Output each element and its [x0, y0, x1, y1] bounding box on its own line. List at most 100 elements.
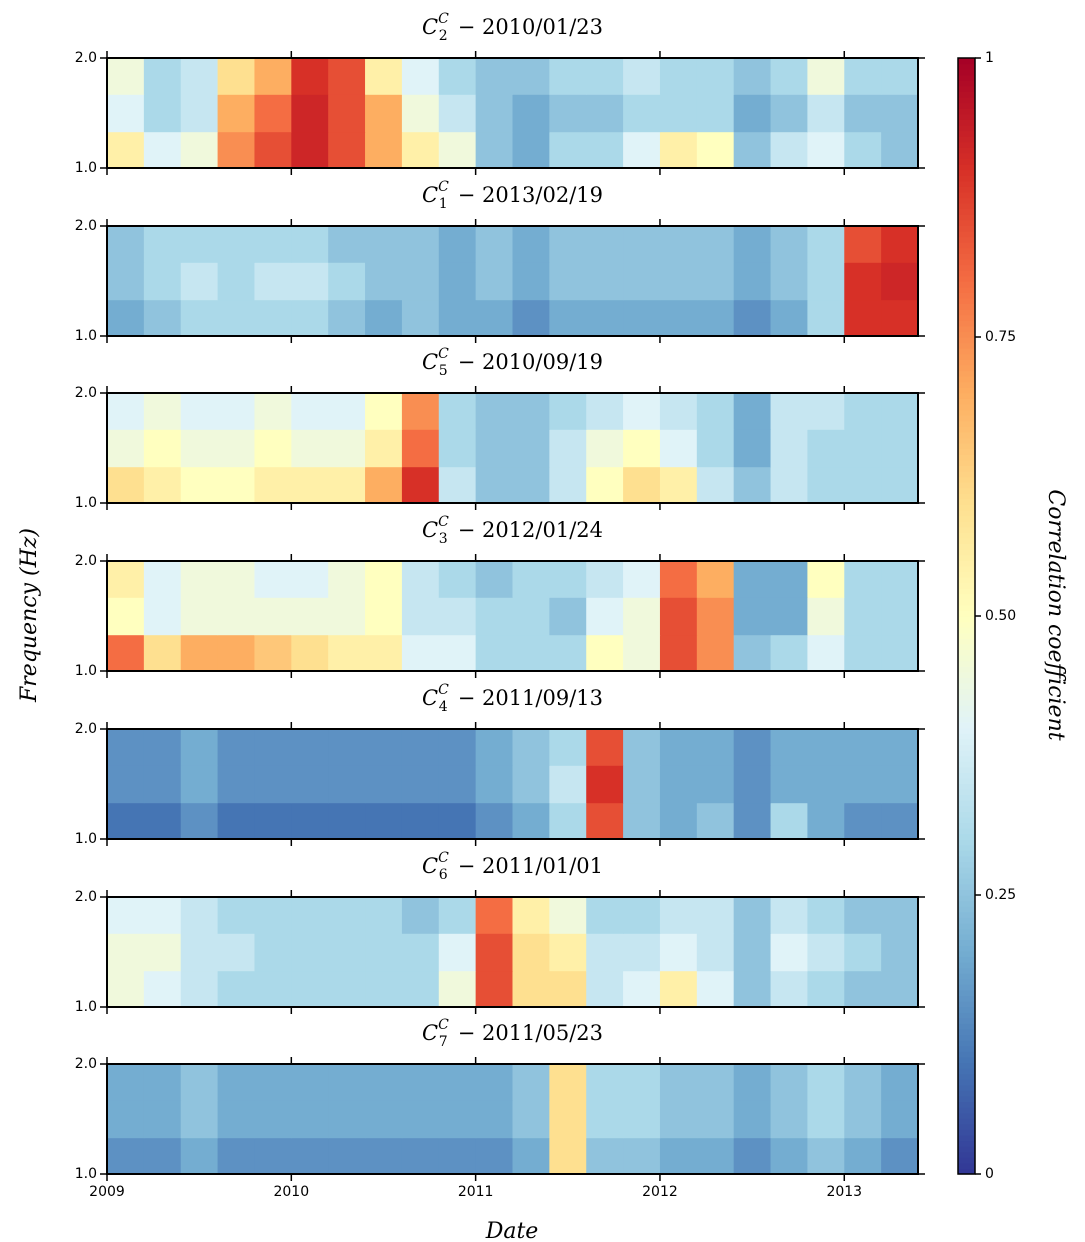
heatmap-cell [770, 466, 808, 504]
heatmap-cell [438, 58, 477, 95]
heatmap-cell [659, 729, 698, 766]
colorbar-swatch [958, 616, 975, 623]
colorbar-swatch [958, 649, 975, 656]
heatmap-cell [217, 970, 255, 1008]
heatmap-cell [180, 897, 219, 934]
heatmap-cell [696, 429, 735, 468]
heatmap-cell [807, 765, 845, 804]
heatmap-cell [844, 897, 882, 934]
heatmap-cell [217, 429, 255, 468]
heatmap-cell [807, 131, 845, 169]
title-text: − 2010/01/23 [458, 15, 603, 39]
heatmap-cell [401, 765, 440, 804]
heatmap-cell [180, 94, 219, 133]
heatmap-cell [770, 393, 808, 430]
colorbar-swatch [958, 733, 975, 740]
heatmap-cell [770, 131, 808, 169]
heatmap-cell [733, 802, 772, 840]
heatmap-cell [291, 1100, 329, 1139]
colorbar-swatch [958, 91, 975, 98]
heatmap-cell [401, 94, 440, 133]
heatmap-cell [549, 634, 587, 672]
heatmap-cell [696, 131, 735, 169]
heatmap-cell [586, 897, 624, 934]
heatmap-cell [881, 262, 919, 301]
heatmap-cell [623, 634, 661, 672]
colorbar-swatch [958, 370, 975, 377]
heatmap-cell [291, 466, 329, 504]
heatmap-cell [291, 897, 329, 934]
colorbar-swatch [958, 443, 975, 450]
colorbar-swatch [958, 794, 975, 801]
heatmap-cell [549, 131, 587, 169]
colorbar-swatch [958, 364, 975, 372]
heatmap-cell [659, 226, 698, 263]
colorbar-swatch [958, 599, 975, 606]
heatmap-cell [438, 94, 477, 133]
heatmap-cell [217, 131, 255, 169]
heatmap-cell [143, 729, 182, 766]
heatmap-cell [733, 262, 772, 301]
heatmap-cell [512, 429, 550, 468]
heatmap-cell [881, 131, 919, 169]
heatmap-cell [807, 897, 845, 934]
heatmap-cell [365, 1100, 403, 1139]
heatmap-cell [844, 933, 882, 972]
heatmap-cell [844, 970, 882, 1008]
heatmap-cell [254, 58, 292, 95]
colorbar-swatch [958, 180, 975, 187]
heatmap-cell [623, 802, 661, 840]
heatmap-cell [549, 970, 587, 1008]
colorbar-swatch [958, 141, 975, 148]
heatmap-cell [770, 634, 808, 672]
colorbar-swatch [958, 872, 975, 879]
y-tick-label: 2.0 [75, 218, 97, 234]
heatmap-cell [107, 634, 145, 672]
heatmap-cell [807, 226, 845, 263]
colorbar-swatch [958, 136, 975, 143]
heatmap-cell [549, 466, 587, 504]
y-tick-label: 1.0 [75, 831, 97, 847]
heatmap-cell [807, 729, 845, 766]
heatmap-cell [328, 561, 366, 598]
heatmap-cell [623, 94, 661, 133]
colorbar-swatch [958, 147, 975, 154]
heatmap-cell [291, 970, 329, 1008]
colorbar-swatch [958, 878, 975, 885]
colorbar-swatch [958, 197, 975, 204]
heatmap-cell [623, 393, 661, 430]
plot-frame [106, 728, 919, 840]
heatmap-cell [328, 634, 366, 672]
heatmap-cell [180, 1064, 219, 1101]
plot-frame [106, 392, 919, 504]
heatmap-cell [881, 393, 919, 430]
heatmap-cell [328, 765, 366, 804]
heatmap-cell [438, 1137, 477, 1175]
heatmap-cell [733, 466, 772, 504]
heatmap-cell [438, 802, 477, 840]
panel-title: CC 2 − 2010/01/23 [422, 11, 603, 44]
heatmap-cell [659, 1100, 698, 1139]
colorbar-swatch [958, 398, 975, 405]
colorbar-swatch [958, 895, 975, 902]
colorbar-swatch [958, 677, 975, 684]
heatmap-cell [549, 933, 587, 972]
heatmap-cell [770, 802, 808, 840]
colorbar-swatch [958, 387, 975, 394]
heatmap-cell [438, 299, 477, 337]
heatmap-cell [475, 1064, 513, 1101]
heatmap-cell [180, 1137, 219, 1175]
y-tick-label: 1.0 [75, 495, 97, 511]
colorbar-swatch [958, 108, 975, 115]
colorbar-swatch [958, 348, 975, 355]
heatmap-cell [623, 765, 661, 804]
heatmap-cell [475, 393, 513, 430]
heatmap-cell [328, 970, 366, 1008]
heatmap-cell [143, 226, 182, 263]
heatmap-cell [217, 466, 255, 504]
heatmap-cell [254, 1064, 292, 1101]
heatmap-cell [217, 393, 255, 430]
heatmap-cell [733, 94, 772, 133]
y-tick-label: 2.0 [75, 1056, 97, 1072]
colorbar-swatch [958, 755, 975, 762]
